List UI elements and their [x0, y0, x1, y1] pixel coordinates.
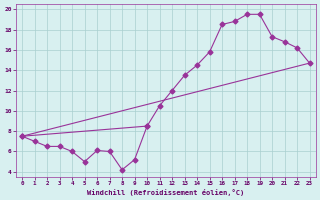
X-axis label: Windchill (Refroidissement éolien,°C): Windchill (Refroidissement éolien,°C) — [87, 189, 244, 196]
